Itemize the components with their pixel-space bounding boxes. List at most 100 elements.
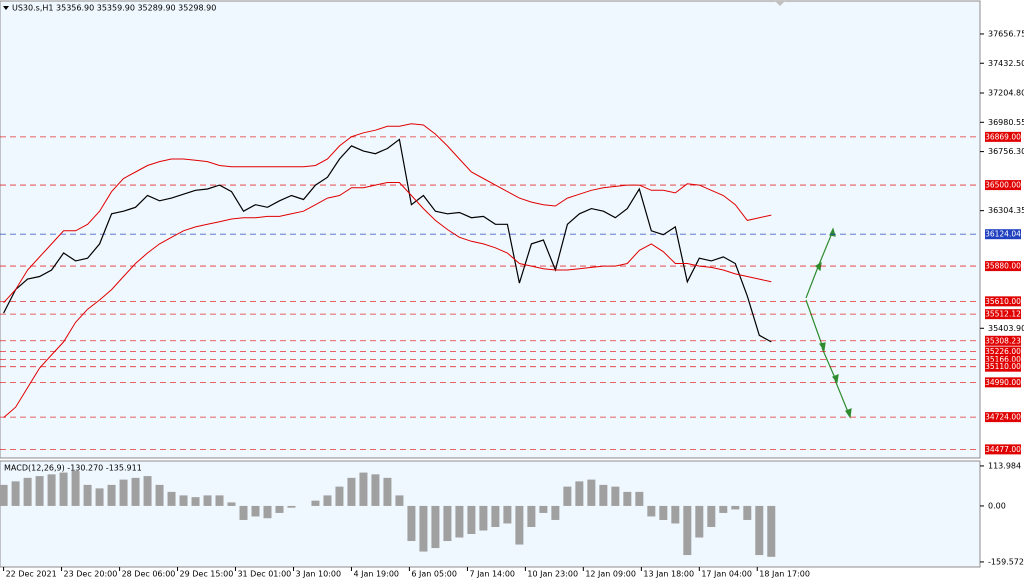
- macd-bar: [479, 505, 488, 531]
- macd-bar: [431, 505, 440, 549]
- macd-bar: [71, 470, 80, 506]
- macd-bar: [239, 505, 248, 520]
- level-label: 34990.00: [985, 378, 1021, 387]
- macd-bar: [455, 505, 464, 538]
- price-line: [3, 182, 772, 418]
- x-tick-label: 31 Dec 01:00: [237, 570, 291, 579]
- macd-bar: [467, 505, 476, 535]
- menu-arrow: [3, 6, 9, 10]
- macd-bar: [575, 481, 584, 506]
- macd-bar: [167, 491, 176, 506]
- level-label-box: [985, 296, 1021, 307]
- macd-bar: [719, 505, 728, 513]
- price-line: [3, 138, 772, 343]
- x-tick-label: 18 Jan 17:00: [759, 570, 810, 579]
- x-tick-label: 28 Dec 06:00: [122, 570, 176, 579]
- macd-bar: [107, 484, 116, 506]
- level-label-box: [985, 354, 1021, 365]
- macd-bar: [263, 505, 272, 519]
- forecast-arrows: [805, 227, 852, 419]
- macd-bar: [203, 495, 212, 506]
- macd-bar: [227, 502, 236, 506]
- level-label-box: [985, 444, 1021, 455]
- macd-bar: [359, 472, 368, 506]
- macd-bar: [755, 505, 764, 556]
- arrow-down-1: [805, 299, 823, 346]
- level-label: 35512.12: [985, 310, 1021, 319]
- macd-bar: [179, 495, 188, 506]
- y-tick-label: 36756.30: [988, 147, 1024, 156]
- y-tick-label: -159.572: [988, 557, 1024, 566]
- x-tick-label: 17 Jan 04:00: [701, 570, 752, 579]
- macd-bar: [311, 500, 320, 506]
- level-label-box: [985, 131, 1021, 142]
- macd-bar: [563, 486, 572, 506]
- macd-bar: [503, 505, 512, 524]
- level-label: 35166.00: [985, 355, 1021, 364]
- x-tick-label: 7 Jan 14:00: [469, 570, 515, 579]
- arrow-head: [832, 374, 839, 384]
- level-label: 35610.00: [985, 297, 1021, 306]
- macd-bar: [251, 505, 260, 517]
- macd-bar: [659, 505, 668, 520]
- y-tick-label: 35403.90: [988, 324, 1024, 333]
- macd-bar: [347, 477, 356, 506]
- level-label-box: [985, 412, 1021, 423]
- macd-bar: [59, 472, 68, 506]
- level-label: 34724.00: [985, 413, 1021, 422]
- x-tick-label: 22 Dec 2021: [6, 570, 57, 579]
- macd-bar: [11, 481, 20, 506]
- macd-bar: [35, 476, 44, 506]
- level-label-box: [985, 335, 1021, 346]
- level-label: 36869.00: [985, 132, 1021, 141]
- level-label-box: [985, 361, 1021, 372]
- level-label-box: [985, 229, 1021, 240]
- arrow-down-2: [821, 347, 836, 379]
- macd-bar: [395, 495, 404, 506]
- macd-bar: [47, 474, 56, 506]
- macd-bar: [611, 486, 620, 506]
- macd-panel: [0, 460, 981, 568]
- macd-bar: [695, 505, 704, 538]
- macd-bar: [443, 505, 452, 542]
- macd-bar: [191, 497, 200, 506]
- level-label: 35110.00: [985, 362, 1021, 371]
- macd-bar: [215, 495, 224, 506]
- x-tick-label: 12 Jan 09:00: [585, 570, 636, 579]
- macd-bar: [383, 477, 392, 506]
- level-label: 36500.00: [985, 181, 1021, 190]
- arrow-up-1: [805, 266, 819, 299]
- level-label: 36124.04: [985, 230, 1021, 239]
- arrow-head: [819, 342, 826, 352]
- price-panel: [0, 0, 981, 459]
- y-tick-label: 36304.35: [988, 206, 1024, 215]
- macd-bar: [323, 495, 332, 506]
- macd-bar: [515, 505, 524, 545]
- macd-bar: [407, 505, 416, 542]
- shift-marker: [775, 1, 785, 6]
- macd-bar: [587, 479, 596, 506]
- macd-bar: [743, 505, 752, 520]
- macd-title: MACD(12,26,9) -130.270 -135.911: [4, 464, 142, 473]
- macd-bar: [95, 488, 104, 506]
- macd-bar: [0, 484, 8, 506]
- y-tick-label: 37204.80: [988, 89, 1024, 98]
- macd-bar: [647, 505, 656, 517]
- x-tick-label: 10 Jan 23:00: [527, 570, 578, 579]
- arrow-down-3: [834, 379, 849, 413]
- x-tick-label: 4 Jan 19:00: [353, 570, 399, 579]
- macd-bar: [275, 505, 284, 513]
- y-tick-label: 0.00: [988, 501, 1006, 510]
- level-label-box: [985, 377, 1021, 388]
- macd-bar: [83, 484, 92, 506]
- y-tick-label: 113.984: [988, 461, 1021, 470]
- macd-bar: [539, 505, 548, 513]
- x-tick-label: 3 Jan 10:00: [296, 570, 342, 579]
- chart-title: US30.s,H1 35356.90 35359.90 35289.90 352…: [12, 4, 216, 13]
- macd-bar: [131, 477, 140, 506]
- level-label: 35880.00: [985, 262, 1021, 271]
- level-label: 34477.00: [985, 445, 1021, 454]
- macd-bar: [707, 505, 716, 527]
- arrow-up-2: [817, 232, 833, 268]
